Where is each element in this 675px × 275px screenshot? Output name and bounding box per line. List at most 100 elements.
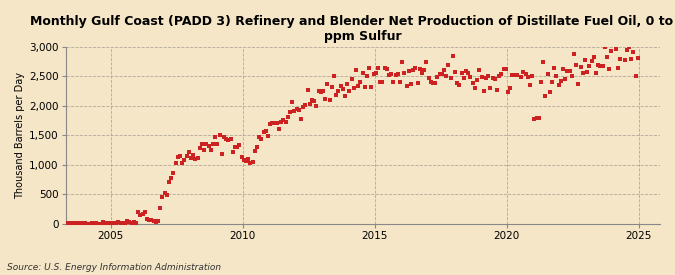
Point	[181, 154, 192, 158]
Point	[177, 161, 188, 166]
Point	[115, 221, 126, 225]
Point	[192, 156, 203, 160]
Point	[221, 137, 232, 142]
Point	[568, 51, 579, 56]
Point	[93, 221, 104, 226]
Point	[586, 59, 597, 63]
Point	[311, 104, 322, 108]
Point	[479, 89, 489, 93]
Point	[373, 66, 383, 70]
Point	[551, 74, 562, 78]
Point	[137, 212, 148, 217]
Title: Monthly Gulf Coast (PADD 3) Refinery and Blender Net Production of Distillate Fu: Monthly Gulf Coast (PADD 3) Refinery and…	[30, 15, 675, 43]
Point	[593, 63, 603, 67]
Point	[117, 220, 128, 225]
Point	[390, 72, 401, 77]
Point	[448, 53, 458, 58]
Point	[533, 116, 544, 120]
Point	[526, 73, 537, 78]
Point	[214, 133, 225, 138]
Point	[324, 97, 335, 102]
Point	[500, 67, 511, 72]
Point	[542, 72, 553, 76]
Point	[430, 81, 441, 85]
Point	[188, 153, 198, 158]
Point	[476, 75, 487, 79]
Point	[190, 156, 200, 161]
Point	[617, 43, 628, 48]
Point	[344, 89, 355, 93]
Point	[205, 147, 216, 152]
Point	[128, 219, 139, 224]
Point	[97, 220, 108, 225]
Point	[571, 62, 582, 67]
Point	[331, 93, 342, 97]
Point	[153, 219, 163, 223]
Point	[161, 193, 172, 197]
Point	[329, 74, 340, 78]
Point	[606, 49, 617, 54]
Point	[502, 90, 513, 95]
Point	[371, 71, 381, 75]
Point	[261, 128, 271, 133]
Point	[309, 98, 320, 103]
Point	[544, 90, 555, 95]
Point	[82, 222, 93, 226]
Point	[78, 221, 88, 226]
Point	[355, 80, 366, 84]
Point	[184, 150, 194, 154]
Point	[104, 221, 115, 226]
Point	[425, 80, 436, 84]
Point	[318, 88, 329, 93]
Point	[610, 47, 621, 51]
Point	[95, 222, 106, 226]
Point	[556, 79, 566, 83]
Point	[159, 191, 170, 196]
Text: Source: U.S. Energy Information Administration: Source: U.S. Energy Information Administ…	[7, 263, 221, 272]
Point	[203, 144, 214, 148]
Point	[223, 138, 234, 142]
Point	[535, 79, 546, 84]
Point	[58, 221, 69, 226]
Point	[151, 220, 161, 224]
Point	[119, 220, 130, 225]
Point	[306, 98, 317, 102]
Point	[327, 84, 338, 89]
Point	[198, 148, 209, 152]
Point	[496, 72, 507, 76]
Point	[320, 97, 331, 101]
Point	[360, 85, 371, 89]
Point	[236, 155, 247, 159]
Point	[379, 66, 390, 70]
Point	[243, 157, 254, 161]
Point	[107, 221, 117, 225]
Point	[240, 159, 251, 164]
Point	[146, 218, 157, 222]
Point	[212, 142, 223, 146]
Point	[401, 83, 412, 88]
Point	[71, 221, 82, 226]
Point	[443, 63, 454, 67]
Point	[406, 82, 416, 86]
Point	[416, 71, 427, 75]
Point	[172, 154, 183, 159]
Point	[549, 66, 560, 71]
Point	[142, 217, 153, 222]
Point	[591, 70, 601, 75]
Point	[483, 73, 493, 78]
Point	[338, 87, 348, 91]
Point	[74, 221, 84, 226]
Point	[404, 69, 414, 74]
Point	[392, 72, 403, 76]
Point	[491, 88, 502, 92]
Point	[333, 89, 344, 93]
Point	[88, 221, 99, 226]
Point	[547, 80, 558, 84]
Point	[432, 75, 443, 79]
Point	[489, 77, 500, 81]
Point	[573, 82, 584, 87]
Point	[388, 79, 399, 84]
Point	[170, 161, 181, 165]
Point	[86, 221, 97, 226]
Point	[498, 67, 509, 71]
